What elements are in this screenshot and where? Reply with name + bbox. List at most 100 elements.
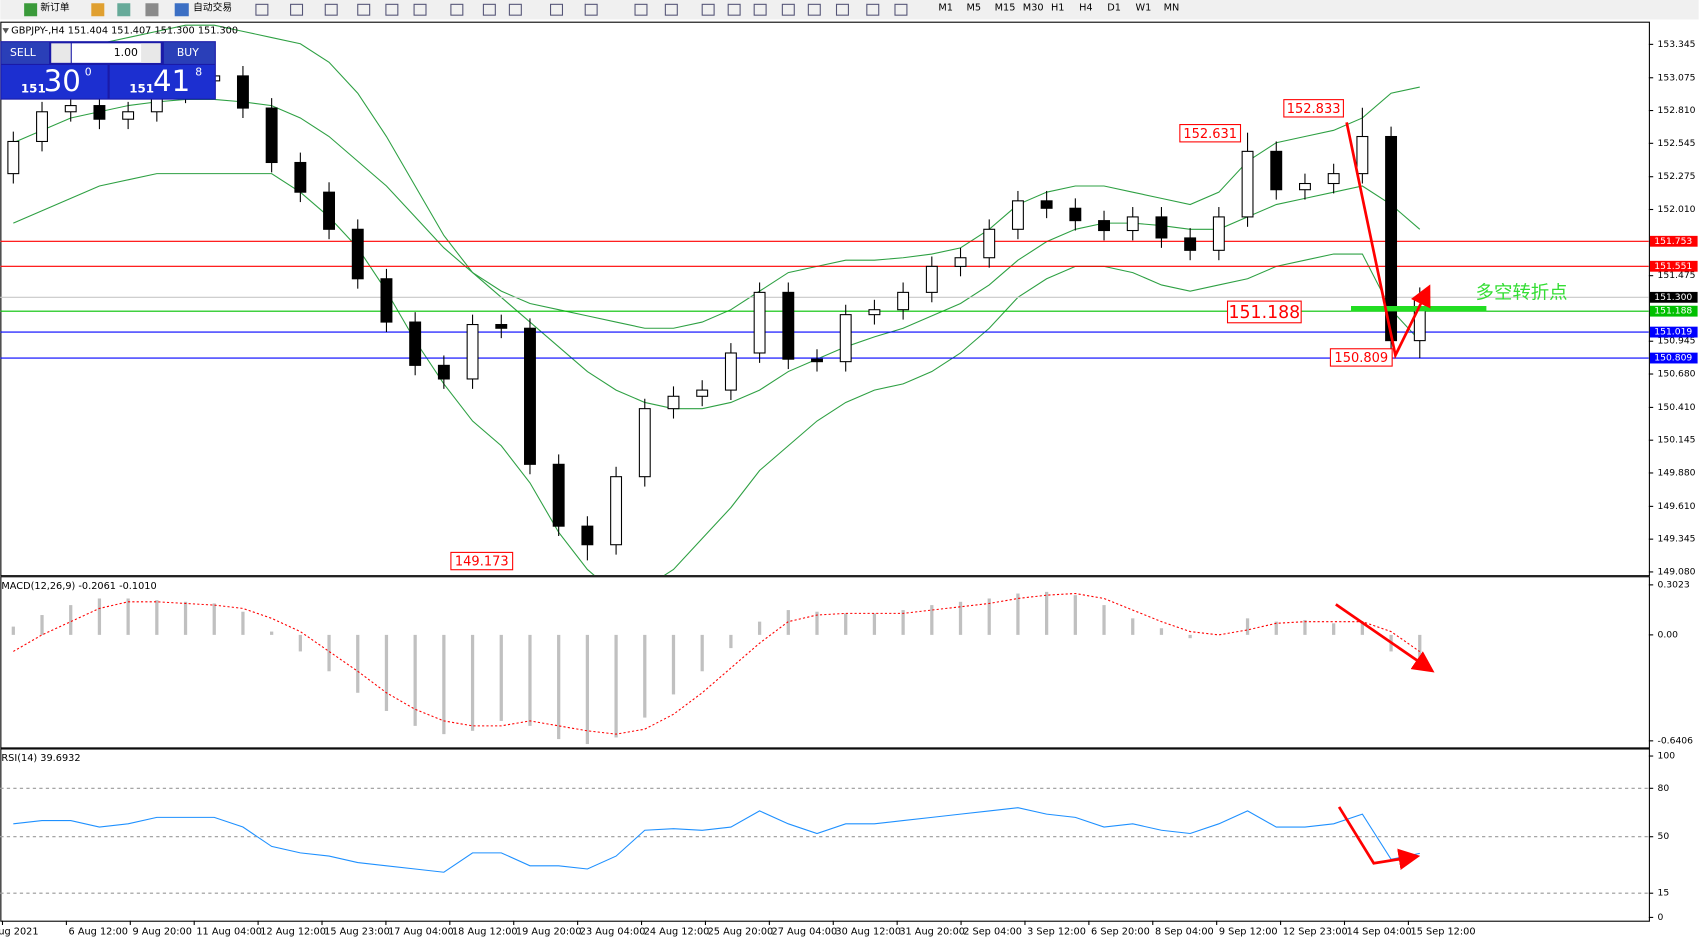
y-tick-label: 100 — [1658, 751, 1676, 762]
x-tick-label: 12 Aug 12:00 — [260, 927, 326, 938]
macd-bar — [1245, 618, 1250, 635]
buy-main[interactable]: 41 — [153, 64, 190, 98]
lots-up[interactable] — [141, 43, 161, 63]
lots-field[interactable] — [71, 43, 161, 63]
price-note: 149.173 — [455, 555, 509, 570]
tool-icon[interactable] — [781, 3, 795, 16]
lots[interactable]: 1.00 — [114, 46, 138, 59]
icon[interactable] — [174, 3, 189, 17]
price-note-box — [450, 551, 514, 571]
macd-bar — [987, 598, 991, 635]
candle-body — [1098, 220, 1110, 232]
candle-body — [1356, 135, 1369, 175]
timeframe[interactable]: MN — [1164, 3, 1180, 14]
macd-bar — [844, 613, 848, 635]
y-tick-label: 149.080 — [1658, 566, 1696, 577]
new-order[interactable]: 新订单 — [40, 1, 69, 14]
sell-main[interactable]: 30 — [44, 64, 81, 98]
candle-body — [1212, 216, 1225, 251]
candle-body — [638, 408, 651, 478]
tool-icon[interactable] — [357, 3, 371, 16]
y-tick-label: 152.275 — [1658, 171, 1696, 182]
sell-small[interactable]: 0 — [85, 66, 92, 79]
candle-body — [983, 228, 996, 259]
candle-body — [724, 352, 737, 391]
x-tick-label: 8 Sep 04:00 — [1155, 927, 1214, 938]
macd-panel — [0, 576, 1650, 749]
timeframe[interactable]: M30 — [1023, 3, 1044, 14]
y-tick-label: 15 — [1658, 888, 1670, 899]
macd-bar — [499, 634, 503, 721]
timeframe[interactable]: D1 — [1107, 3, 1121, 14]
y-tick-label: 150.945 — [1658, 336, 1696, 347]
x-tick-label: Aug 2021 — [0, 927, 39, 938]
tool-icon[interactable] — [584, 3, 598, 16]
rsi-panel — [0, 748, 1650, 922]
icon[interactable] — [145, 3, 159, 17]
candle-body — [36, 111, 48, 143]
sell-label[interactable]: SELL — [10, 46, 36, 59]
tool-icon[interactable] — [866, 3, 880, 16]
timeframe[interactable]: M15 — [995, 3, 1016, 14]
rsi-line — [13, 807, 1420, 873]
auto-trading[interactable]: 自动交易 — [193, 1, 232, 14]
macd-bar — [1360, 621, 1364, 635]
tool-icon[interactable] — [634, 3, 648, 16]
tool-icon[interactable] — [701, 3, 715, 16]
icon[interactable] — [117, 3, 131, 17]
sell-price-box[interactable] — [1, 64, 108, 99]
price-note: 152.631 — [1183, 127, 1237, 142]
y-tick-label: 0.3023 — [1658, 579, 1690, 590]
candle-body — [495, 323, 508, 329]
x-tick-label: 14 Sep 04:00 — [1347, 927, 1412, 938]
tool-icon[interactable] — [807, 3, 821, 16]
buy-button[interactable] — [163, 42, 215, 64]
tool-icon[interactable] — [413, 3, 427, 16]
tool-icon[interactable] — [835, 3, 849, 16]
bollinger-middle — [13, 98, 1421, 410]
tool-icon[interactable] — [550, 3, 564, 16]
tool-icon[interactable] — [255, 3, 269, 16]
sell-button[interactable] — [1, 42, 50, 64]
buy-big[interactable]: 151 — [129, 81, 154, 95]
tool-icon[interactable] — [482, 3, 496, 16]
timeframe[interactable]: M5 — [966, 3, 981, 14]
buy-price-box[interactable] — [109, 64, 215, 99]
sell-big[interactable]: 151 — [21, 81, 46, 95]
tool-icon[interactable] — [894, 3, 908, 16]
buy-label[interactable]: BUY — [177, 46, 199, 59]
timeframe[interactable]: W1 — [1135, 3, 1151, 14]
tool-icon[interactable] — [664, 3, 678, 16]
macd-bar — [40, 615, 44, 635]
buy-small[interactable]: 8 — [195, 66, 202, 79]
tool-icon[interactable] — [385, 3, 399, 16]
annotations: 152.833 152.631 151.188 150.809 149.173 多空转折点 — [450, 99, 1568, 870]
icon[interactable] — [91, 3, 105, 17]
y-tick-label: 80 — [1658, 783, 1670, 794]
candle-body — [1040, 200, 1053, 209]
icon[interactable] — [24, 3, 38, 17]
tool-icon[interactable] — [324, 3, 338, 16]
candle-body — [380, 278, 393, 323]
trend-arrow — [1335, 603, 1435, 673]
tool-icon[interactable] — [450, 3, 464, 16]
macd-bar — [1303, 619, 1307, 635]
y-tick-label: 150.680 — [1658, 369, 1696, 380]
candle-body — [323, 191, 336, 230]
macd-bar — [356, 634, 360, 693]
tool-icon[interactable] — [727, 3, 741, 16]
macd-bar — [270, 631, 274, 635]
candle-body — [122, 111, 135, 120]
tool-icon[interactable] — [290, 3, 304, 16]
candle-body — [811, 358, 823, 363]
candle-body — [1011, 200, 1024, 230]
tool-icon[interactable] — [753, 3, 767, 16]
timeframe[interactable]: H1 — [1051, 3, 1065, 14]
price-note: 151.188 — [1229, 303, 1301, 323]
macd-bar — [327, 634, 331, 672]
timeframe[interactable]: H4 — [1079, 3, 1093, 14]
candle-body — [1155, 216, 1168, 239]
timeframe[interactable]: M1 — [938, 3, 953, 14]
lots-down[interactable] — [51, 43, 71, 63]
tool-icon[interactable] — [508, 3, 522, 16]
